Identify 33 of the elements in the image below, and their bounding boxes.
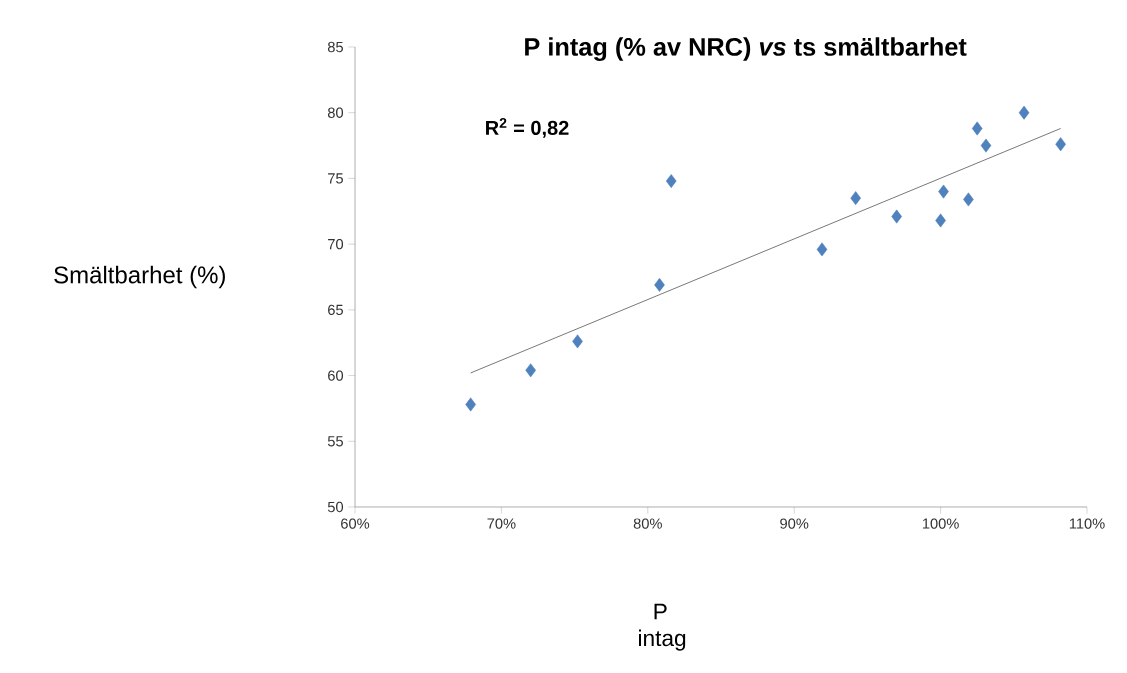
point [980, 138, 992, 153]
y-tick-label: 65 [328, 304, 343, 316]
point [525, 363, 536, 378]
point [654, 277, 665, 292]
x-tick-label: 60% [341, 518, 370, 529]
point [465, 397, 476, 412]
x-axis-title: P intag [639, 603, 686, 651]
point [850, 191, 861, 206]
y-tick-label: 55 [327, 436, 343, 447]
x-tick-label: 70% [487, 518, 516, 529]
x-tick-label: 80% [633, 518, 662, 529]
point [971, 121, 983, 136]
point [665, 174, 677, 188]
y-tick-label: 60 [328, 370, 344, 381]
point [935, 213, 946, 228]
y-axis-title: Smältbarhet (%) [54, 265, 225, 289]
chart-title: P intag (% av NRC) vs ts smältbarhet [525, 37, 967, 61]
y-tick-label: 50 [327, 501, 344, 513]
y-tick-label: 70 [328, 238, 344, 250]
point [1018, 105, 1030, 120]
point [938, 184, 949, 199]
point [963, 192, 974, 207]
x-tick-label: 100% [922, 518, 959, 529]
point [891, 209, 902, 224]
annotation: R$^{2}$ = 0,82 [486, 118, 569, 138]
point [816, 242, 828, 257]
y-tick-label: 75 [328, 173, 343, 184]
point [1055, 137, 1066, 152]
x-tick-label: 110% [1069, 518, 1105, 529]
x-tick-label: 90% [780, 518, 809, 529]
y-tick-label: 85 [327, 41, 343, 53]
y-tick-label: 80 [327, 107, 344, 118]
point [572, 334, 583, 349]
